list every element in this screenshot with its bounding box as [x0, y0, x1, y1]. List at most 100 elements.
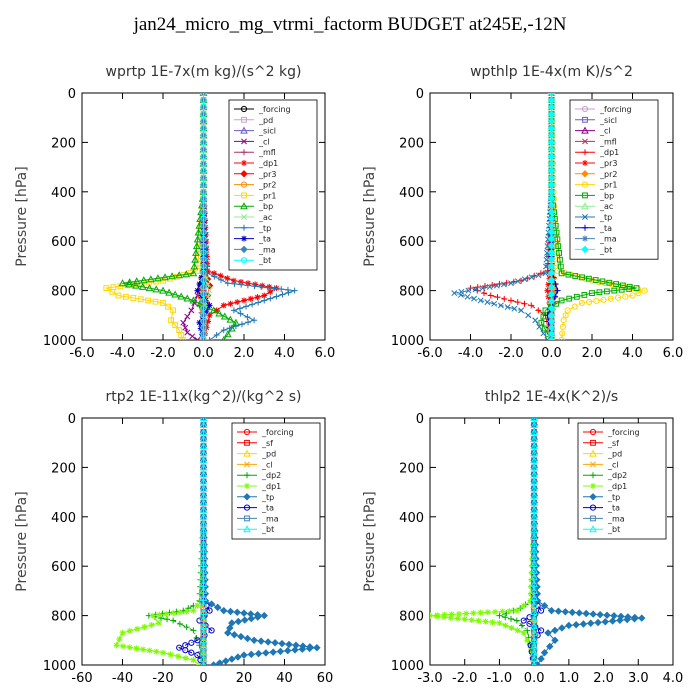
- series-point: [540, 648, 549, 657]
- series-point: [132, 281, 140, 289]
- series-point: [221, 335, 226, 340]
- x-tick-label: 40: [276, 671, 293, 686]
- series-point: [199, 456, 208, 464]
- legend-marker: [581, 170, 589, 178]
- series-point: [313, 644, 321, 652]
- legend-marker: [590, 472, 596, 479]
- legend-label: _ta: [599, 224, 612, 233]
- series-point: [626, 286, 633, 292]
- series-point: [260, 611, 268, 620]
- series-point: [589, 290, 595, 296]
- series-point: [116, 636, 123, 643]
- series-point: [236, 305, 243, 312]
- y-axis-label: Pressure [hPa]: [362, 166, 378, 266]
- series-point: [556, 250, 562, 256]
- series-point: [547, 336, 556, 340]
- legend-label: _sicl: [599, 116, 617, 125]
- series-point: [273, 293, 280, 300]
- series-point: [547, 248, 556, 257]
- series-point: [194, 637, 201, 644]
- legend-label: _ta: [261, 504, 274, 513]
- plot-frame: [429, 417, 674, 666]
- y-tick-label: 600: [399, 235, 424, 250]
- series-point: [199, 573, 208, 581]
- series-point: [188, 639, 195, 646]
- legend-label: _pr3: [599, 159, 617, 168]
- legend-marker: [582, 235, 588, 242]
- series-point: [572, 621, 580, 629]
- series-point: [138, 282, 147, 290]
- series-point: [205, 318, 212, 325]
- series-point: [240, 609, 248, 617]
- series-point: [199, 477, 208, 485]
- panel-title: wpthlp 1E-4x(m K)/s^2: [470, 64, 633, 80]
- series-point: [558, 270, 565, 277]
- series-point: [156, 611, 163, 618]
- series-point: [484, 609, 491, 616]
- legend-label: _dp2: [607, 471, 627, 480]
- series-point: [199, 418, 208, 421]
- series-point: [514, 627, 521, 634]
- series-point: [470, 610, 477, 617]
- series-point: [200, 276, 207, 284]
- series-point: [531, 272, 538, 279]
- series-point: [547, 103, 556, 111]
- legend: _forcing _sf _pd_cl _dp2 _dp1 _tp _ta_ma _bt: [231, 422, 321, 540]
- series-line-pr1: [104, 93, 204, 340]
- legend-marker: [241, 149, 247, 156]
- panel-title: rtp2 1E-11x(kg^2)/(kg^2 s): [106, 389, 302, 405]
- x-tick-label: -2.0: [498, 346, 523, 361]
- legend-label: _mfl: [599, 137, 617, 146]
- series-point: [230, 307, 237, 314]
- series-point: [530, 512, 538, 520]
- series-point: [206, 302, 213, 309]
- series-point: [247, 295, 254, 302]
- series-point: [199, 600, 208, 609]
- series-point: [594, 618, 602, 627]
- series-point: [611, 287, 618, 294]
- series-point: [496, 280, 503, 287]
- series-point: [482, 618, 489, 625]
- series-point: [561, 608, 570, 616]
- series-point: [551, 636, 559, 645]
- series-point: [487, 292, 494, 299]
- series-point: [543, 256, 550, 263]
- series-point: [494, 294, 501, 301]
- series-point: [200, 256, 207, 263]
- y-tick-label: 0: [68, 412, 76, 427]
- series-point: [224, 280, 231, 287]
- series-point: [305, 644, 314, 653]
- y-tick-label: 800: [399, 285, 424, 300]
- series-point: [194, 337, 201, 340]
- series-point: [176, 609, 183, 616]
- series-point: [518, 307, 525, 314]
- series-point: [461, 616, 468, 623]
- series-point: [188, 307, 195, 314]
- series-point: [245, 319, 252, 326]
- panel-4: thlp2 1E-4x(K^2)/s Pressure [hPa] -3.0 -2.0…: [362, 389, 683, 686]
- series-point: [542, 263, 549, 270]
- series-point: [464, 293, 471, 300]
- series-point: [188, 649, 195, 656]
- series-point: [165, 303, 171, 310]
- legend-marker: [241, 116, 247, 123]
- x-tick-label: -6.0: [417, 346, 442, 361]
- series-point: [560, 317, 567, 324]
- series-point: [557, 263, 564, 270]
- series-point: [213, 603, 222, 612]
- series-point: [200, 235, 207, 243]
- legend-marker: [590, 515, 596, 522]
- legend-label: _ta: [258, 235, 271, 244]
- series-point: [227, 300, 234, 307]
- series-point: [530, 505, 538, 513]
- legend-marker: [244, 483, 250, 489]
- series-point: [199, 442, 208, 450]
- x-tick-label: 0.0: [524, 671, 545, 686]
- series-point: [200, 222, 207, 229]
- x-tick-label: 4.0: [622, 346, 643, 361]
- series-point: [119, 629, 126, 636]
- series-point: [200, 242, 207, 249]
- series-point: [200, 153, 207, 160]
- series-point: [285, 289, 292, 296]
- series-point: [198, 274, 205, 281]
